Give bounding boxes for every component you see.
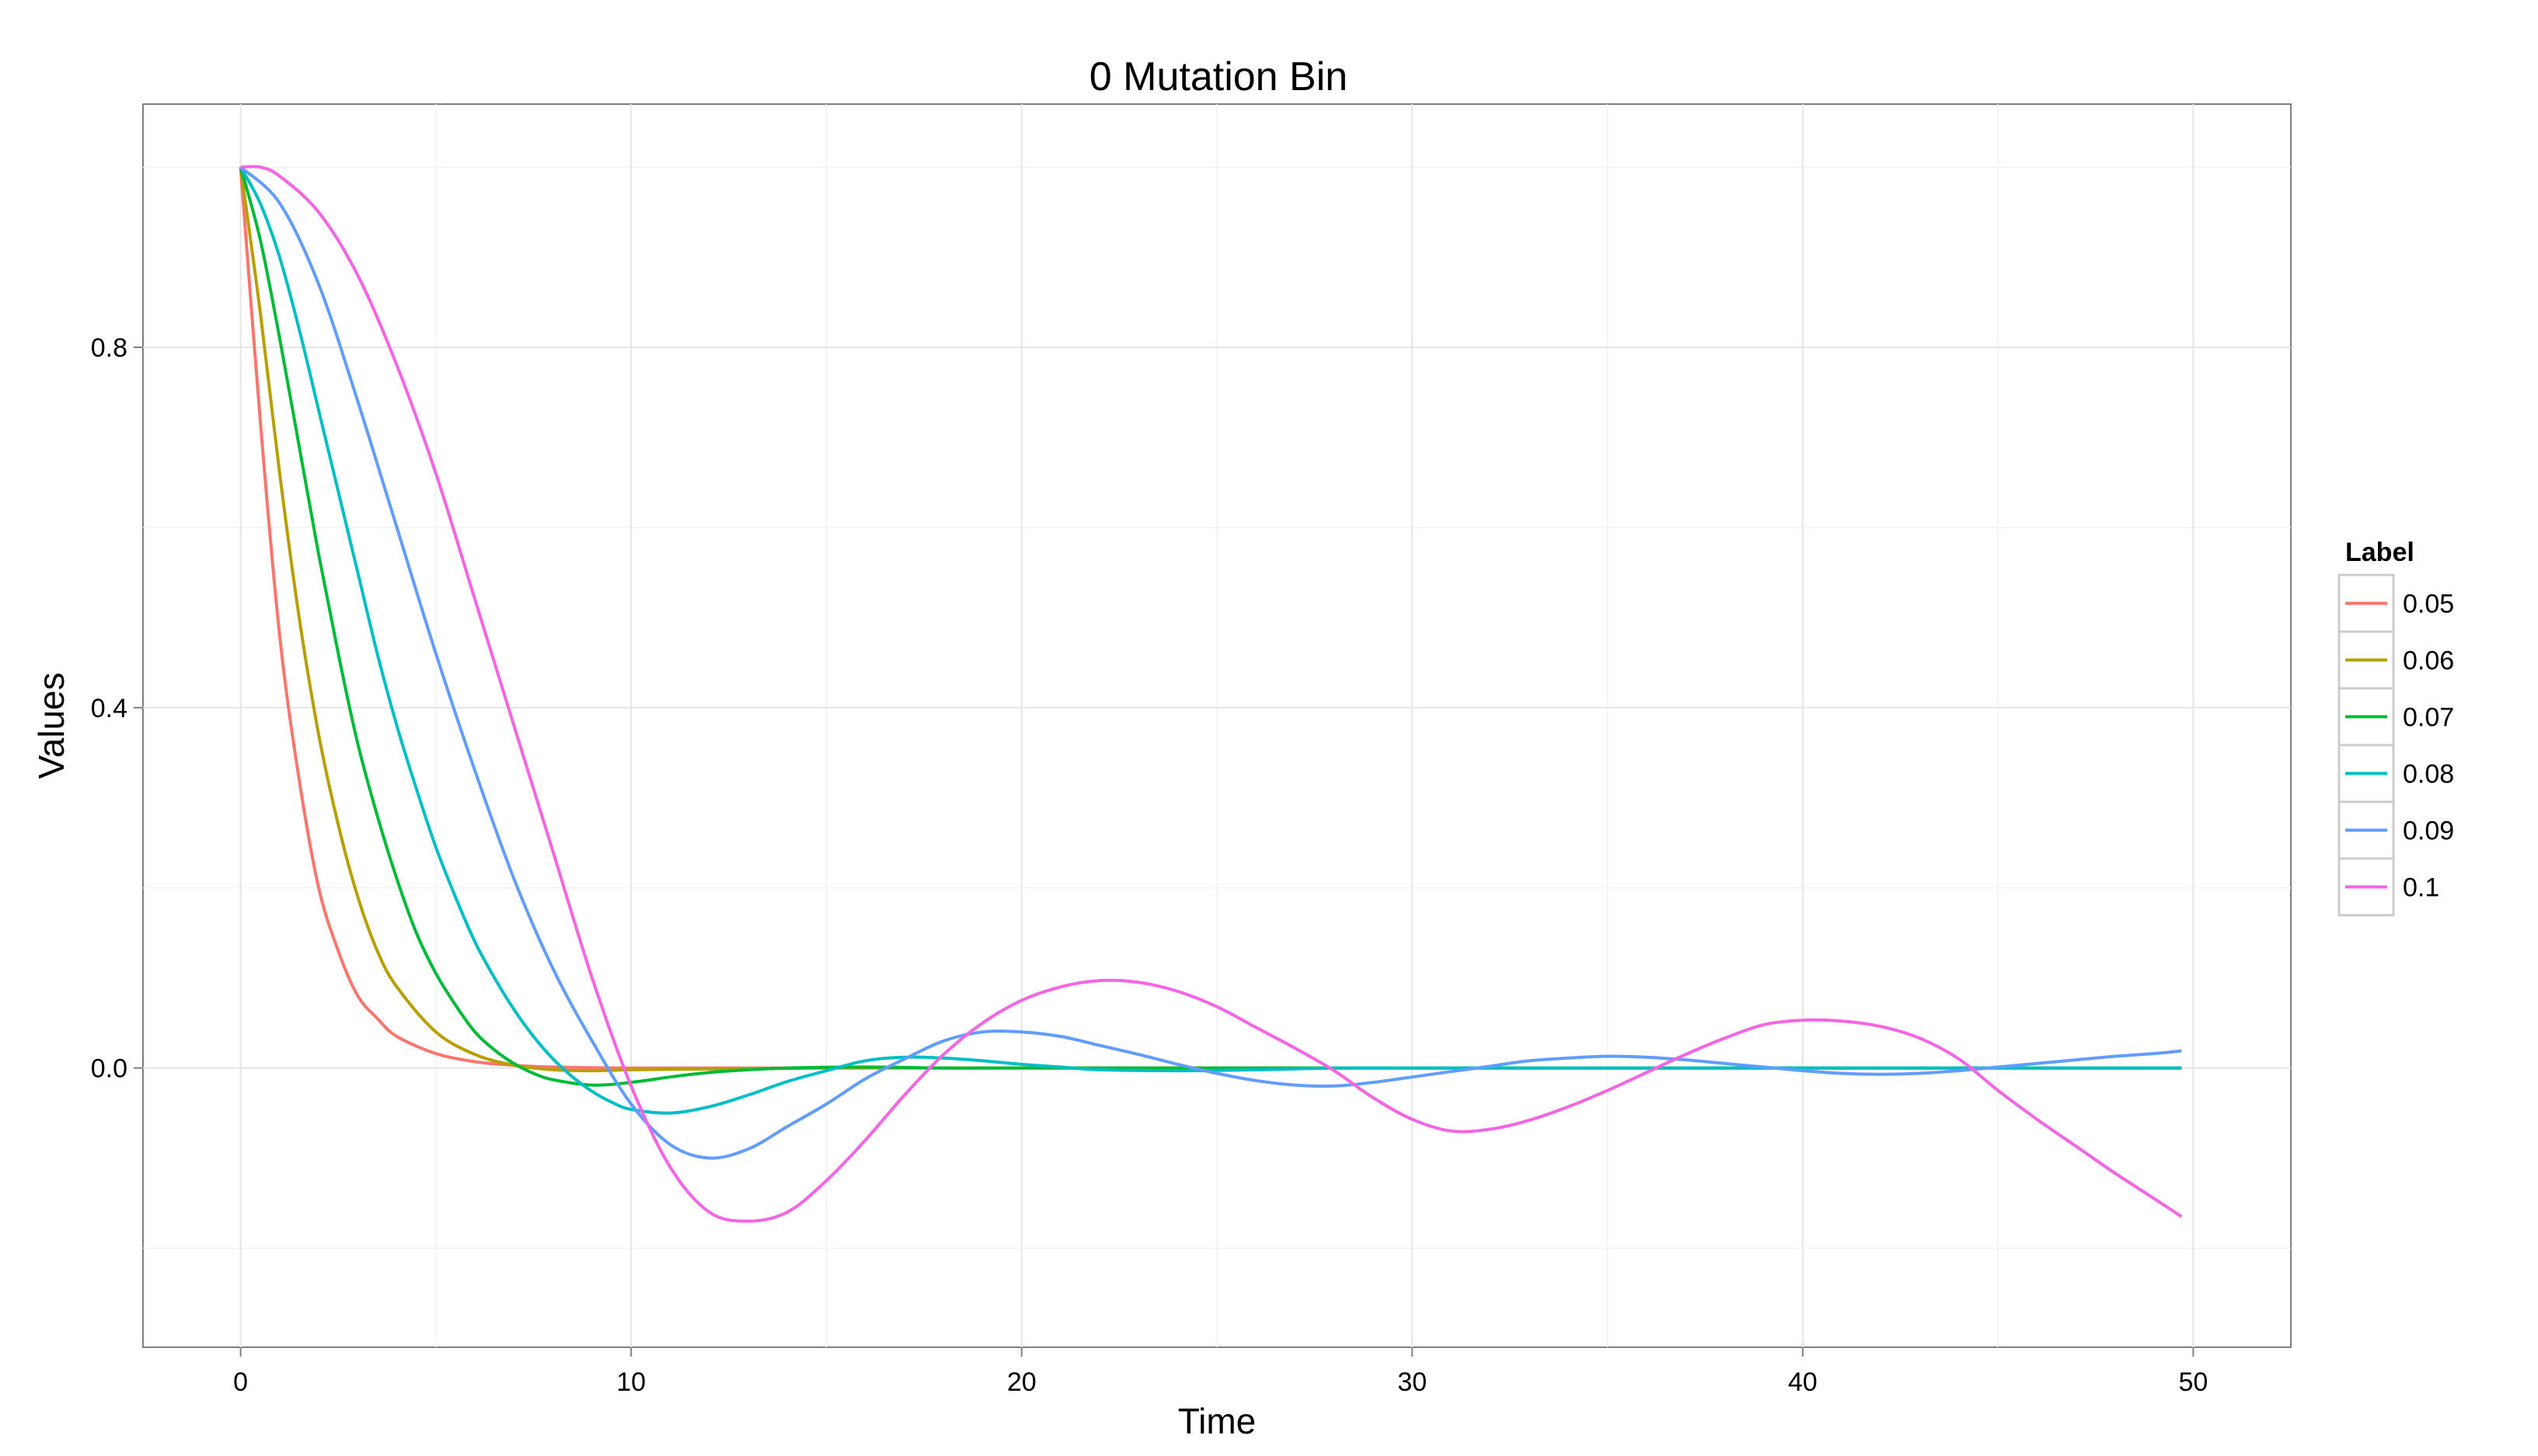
- legend-label-0.1: 0.1: [2403, 873, 2439, 903]
- legend-label-0.08: 0.08: [2403, 760, 2454, 789]
- x-tick-label: 30: [1397, 1367, 1427, 1397]
- legend-label-0.09: 0.09: [2403, 817, 2454, 846]
- legend-label-0.07: 0.07: [2403, 703, 2454, 733]
- x-axis: 0 10 20 30 40 50: [233, 1347, 2208, 1397]
- chart-title: 0 Mutation Bin: [1089, 54, 1347, 99]
- series-line-0.07: [239, 166, 2182, 1087]
- x-tick-label: 40: [1788, 1367, 1818, 1397]
- legend-title: Label: [2345, 538, 2414, 567]
- x-tick-label: 20: [1007, 1367, 1037, 1397]
- legend: Label 0.05 0.06 0.07 0.08 0.09 0.1: [2338, 538, 2454, 917]
- x-tick-label: 0: [233, 1367, 248, 1397]
- legend-label-0.06: 0.06: [2403, 646, 2454, 676]
- y-tick-label: 0.0: [91, 1054, 127, 1084]
- series-lines: [239, 165, 2183, 1223]
- x-tick-label: 50: [2178, 1367, 2208, 1397]
- minor-grid: [143, 104, 2291, 1347]
- series-line-0.1: [240, 165, 2183, 1223]
- series-line-0.09: [239, 165, 2182, 1160]
- legend-label-0.05: 0.05: [2403, 590, 2454, 619]
- y-tick-label: 0.4: [91, 694, 127, 723]
- x-tick-label: 10: [616, 1367, 646, 1397]
- y-axis-title: Values: [31, 672, 71, 779]
- y-tick-label: 0.8: [91, 333, 127, 363]
- x-axis-title: Time: [1178, 1401, 1257, 1441]
- y-axis: 0.0 0.4 0.8: [91, 333, 143, 1084]
